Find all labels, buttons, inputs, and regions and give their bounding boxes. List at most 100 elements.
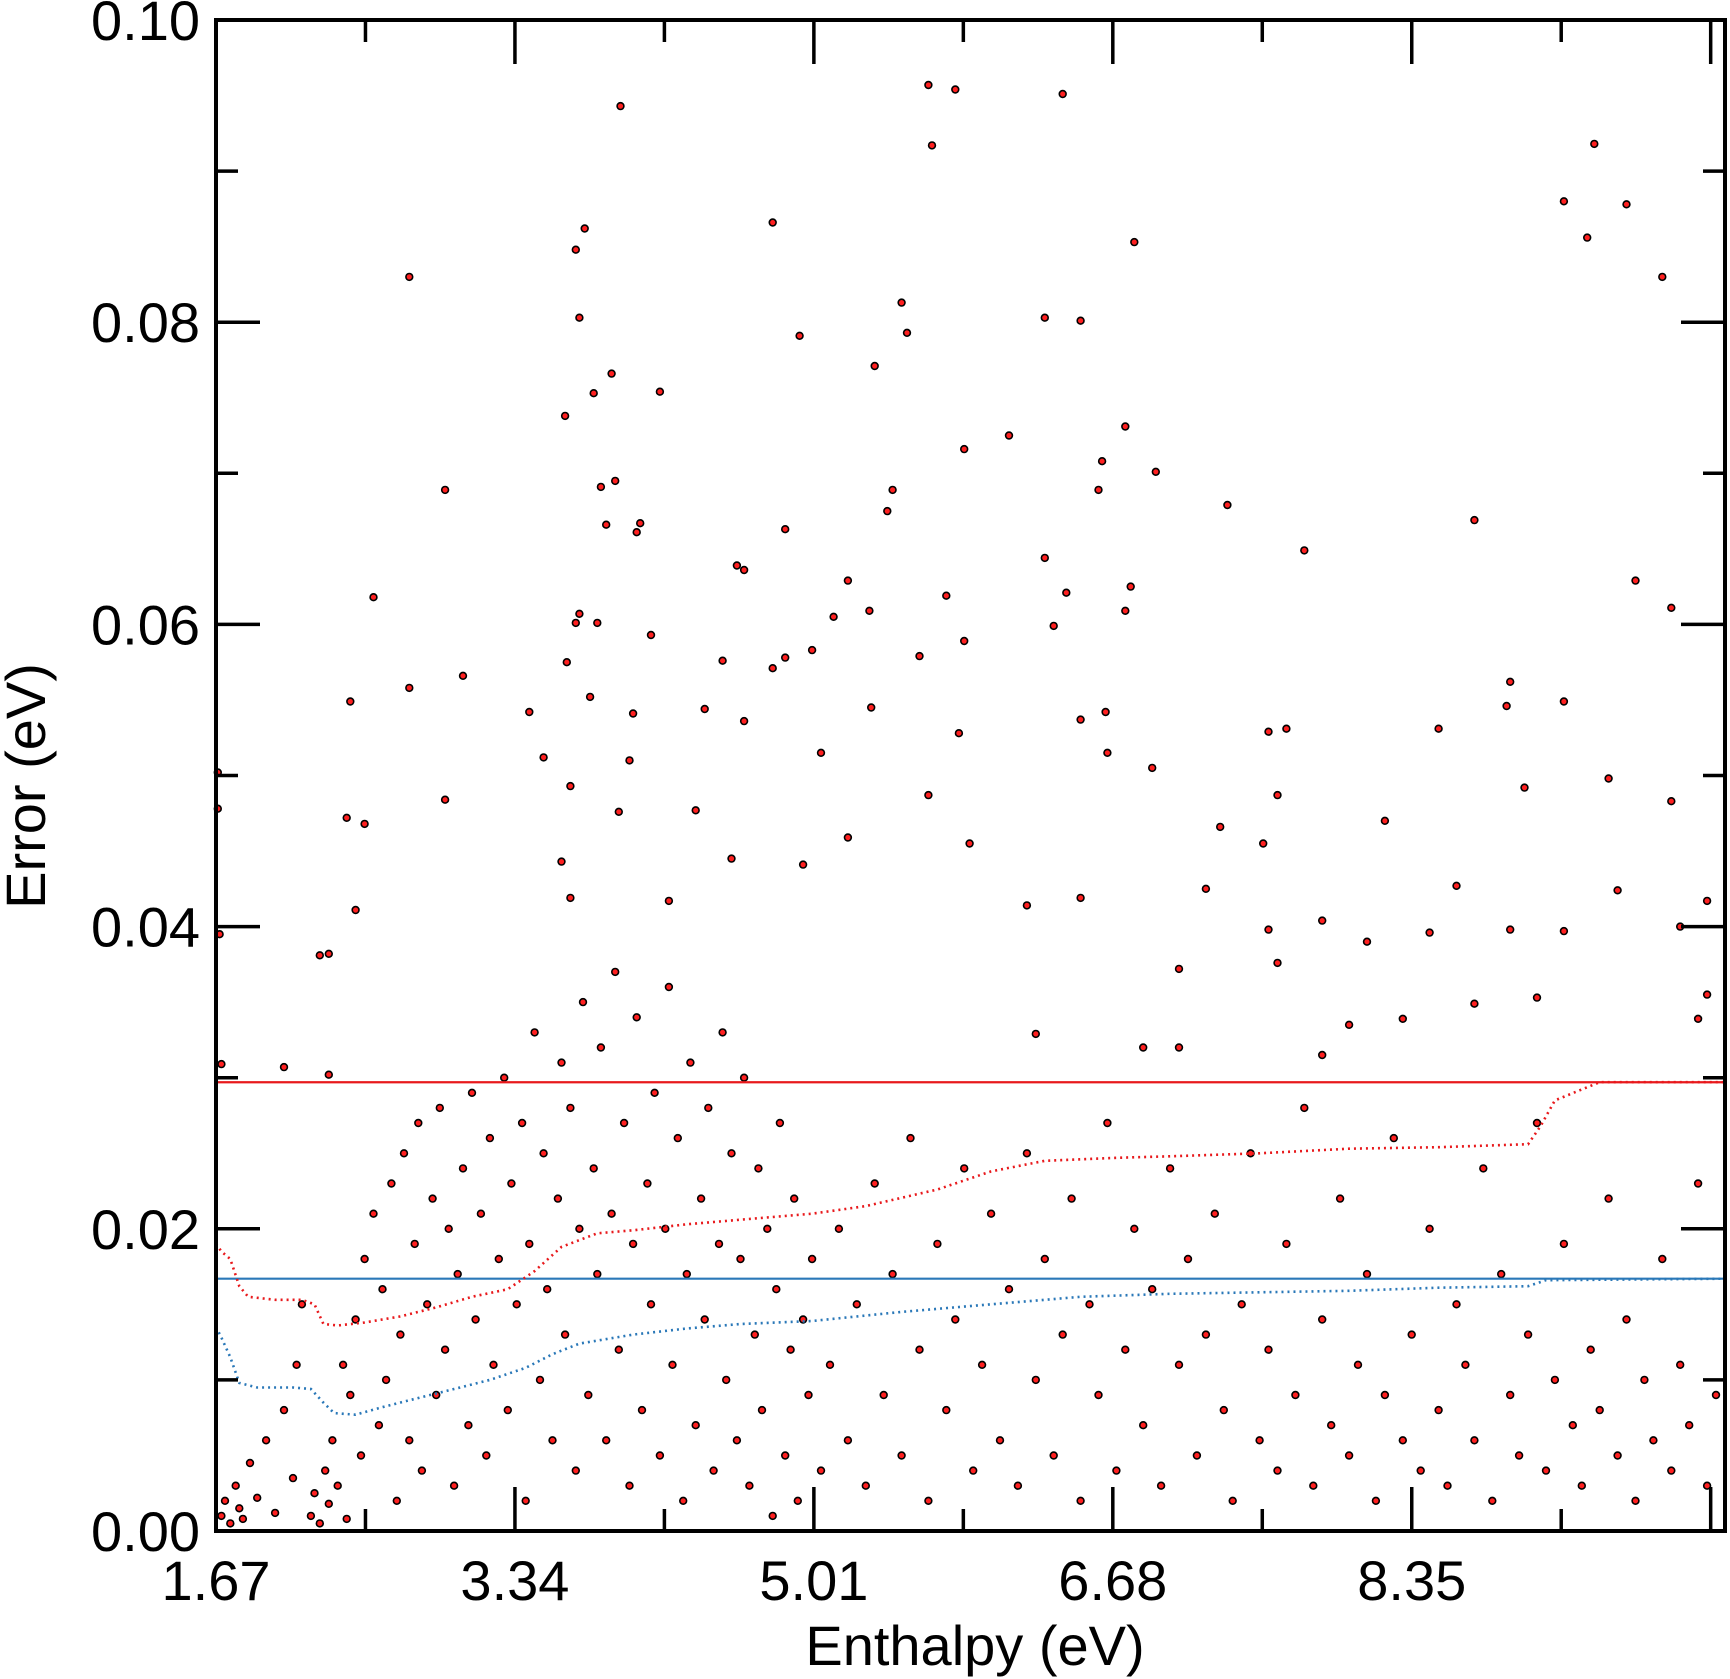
data-point — [1101, 707, 1110, 717]
data-point — [664, 896, 674, 906]
data-point — [861, 1481, 870, 1490]
data-point — [1371, 1496, 1381, 1506]
data-point — [1264, 727, 1273, 736]
data-point — [718, 1028, 727, 1037]
data-point — [575, 609, 584, 618]
data-point — [924, 80, 933, 90]
data-point — [1452, 1300, 1461, 1309]
data-point — [655, 1451, 665, 1460]
data-point — [772, 1284, 781, 1294]
data-point — [231, 1481, 240, 1490]
data-point — [1121, 606, 1130, 615]
data-point — [1693, 1014, 1703, 1023]
data-point — [571, 618, 580, 628]
data-point — [351, 905, 360, 915]
data-point — [754, 1164, 763, 1173]
data-point — [807, 645, 817, 655]
data-point — [292, 1360, 301, 1370]
data-point — [381, 1375, 391, 1385]
data-point — [405, 272, 414, 282]
data-point — [1174, 1360, 1184, 1370]
data-point — [888, 1269, 897, 1279]
data-point — [1434, 724, 1443, 733]
data-point — [1675, 1360, 1685, 1370]
data-point — [1631, 1496, 1640, 1506]
data-point — [789, 1194, 799, 1203]
data-point — [489, 1360, 498, 1370]
data-point — [959, 636, 969, 646]
data-point — [471, 1315, 480, 1324]
data-point — [691, 1420, 700, 1430]
y-tick-label: 0.10 — [91, 0, 200, 52]
data-point — [562, 657, 571, 667]
data-point — [1282, 1239, 1291, 1249]
data-point — [643, 1179, 652, 1188]
data-point — [476, 1209, 486, 1218]
data-point — [1058, 89, 1067, 99]
data-point — [539, 753, 548, 762]
data-point — [279, 1405, 289, 1415]
data-point — [1282, 724, 1291, 733]
data-point — [1532, 993, 1542, 1002]
data-point — [235, 1504, 244, 1513]
data-point — [924, 790, 933, 800]
data-point — [387, 1179, 396, 1188]
data-point — [1577, 1481, 1587, 1490]
data-point — [718, 656, 727, 665]
data-point — [288, 1473, 298, 1483]
data-point — [1215, 822, 1225, 832]
data-point — [279, 1062, 289, 1072]
data-point — [1470, 515, 1479, 525]
data-point — [449, 1481, 459, 1490]
data-point — [360, 1254, 369, 1264]
data-point — [1380, 1390, 1390, 1400]
data-point — [1130, 1224, 1139, 1234]
data-point — [346, 697, 355, 706]
data-point — [1067, 1194, 1076, 1203]
data-point — [942, 591, 951, 600]
data-point — [632, 527, 641, 537]
data-point — [1658, 272, 1667, 282]
data-point — [428, 1194, 437, 1203]
data-point — [566, 893, 575, 903]
data-point — [596, 482, 606, 492]
data-point — [1550, 1375, 1560, 1385]
data-point — [786, 1345, 795, 1354]
data-point — [566, 781, 575, 791]
data-point — [1380, 816, 1390, 825]
data-point — [897, 298, 906, 307]
data-point — [678, 1496, 688, 1506]
data-point — [601, 1436, 611, 1445]
data-point — [1138, 1420, 1148, 1430]
data-point — [1228, 1496, 1237, 1506]
data-point — [1156, 1481, 1166, 1490]
data-point — [328, 1436, 337, 1445]
data-point — [494, 1254, 503, 1264]
data-point — [1613, 886, 1622, 895]
data-point — [374, 1420, 384, 1430]
data-point — [616, 101, 625, 111]
data-point — [768, 218, 777, 227]
data-point — [356, 1451, 366, 1460]
data-point — [1649, 1436, 1658, 1445]
data-point — [578, 997, 588, 1007]
data-point — [542, 1284, 552, 1294]
data-point — [1398, 1014, 1408, 1023]
data-point — [217, 1511, 226, 1521]
data-point — [1258, 839, 1268, 848]
data-point — [635, 518, 645, 528]
data-point — [315, 951, 324, 960]
data-point — [571, 1466, 580, 1475]
data-point — [1300, 1103, 1309, 1113]
data-point — [1595, 1405, 1604, 1415]
y-tick-label: 0.06 — [91, 593, 200, 656]
data-point — [843, 576, 853, 585]
data-point — [727, 1149, 736, 1158]
data-point — [417, 1466, 427, 1475]
data-point — [1353, 1360, 1363, 1370]
data-point — [888, 485, 897, 495]
data-point — [614, 807, 623, 816]
data-point — [700, 1315, 709, 1324]
data-point — [560, 1330, 570, 1339]
data-point — [721, 1375, 731, 1385]
